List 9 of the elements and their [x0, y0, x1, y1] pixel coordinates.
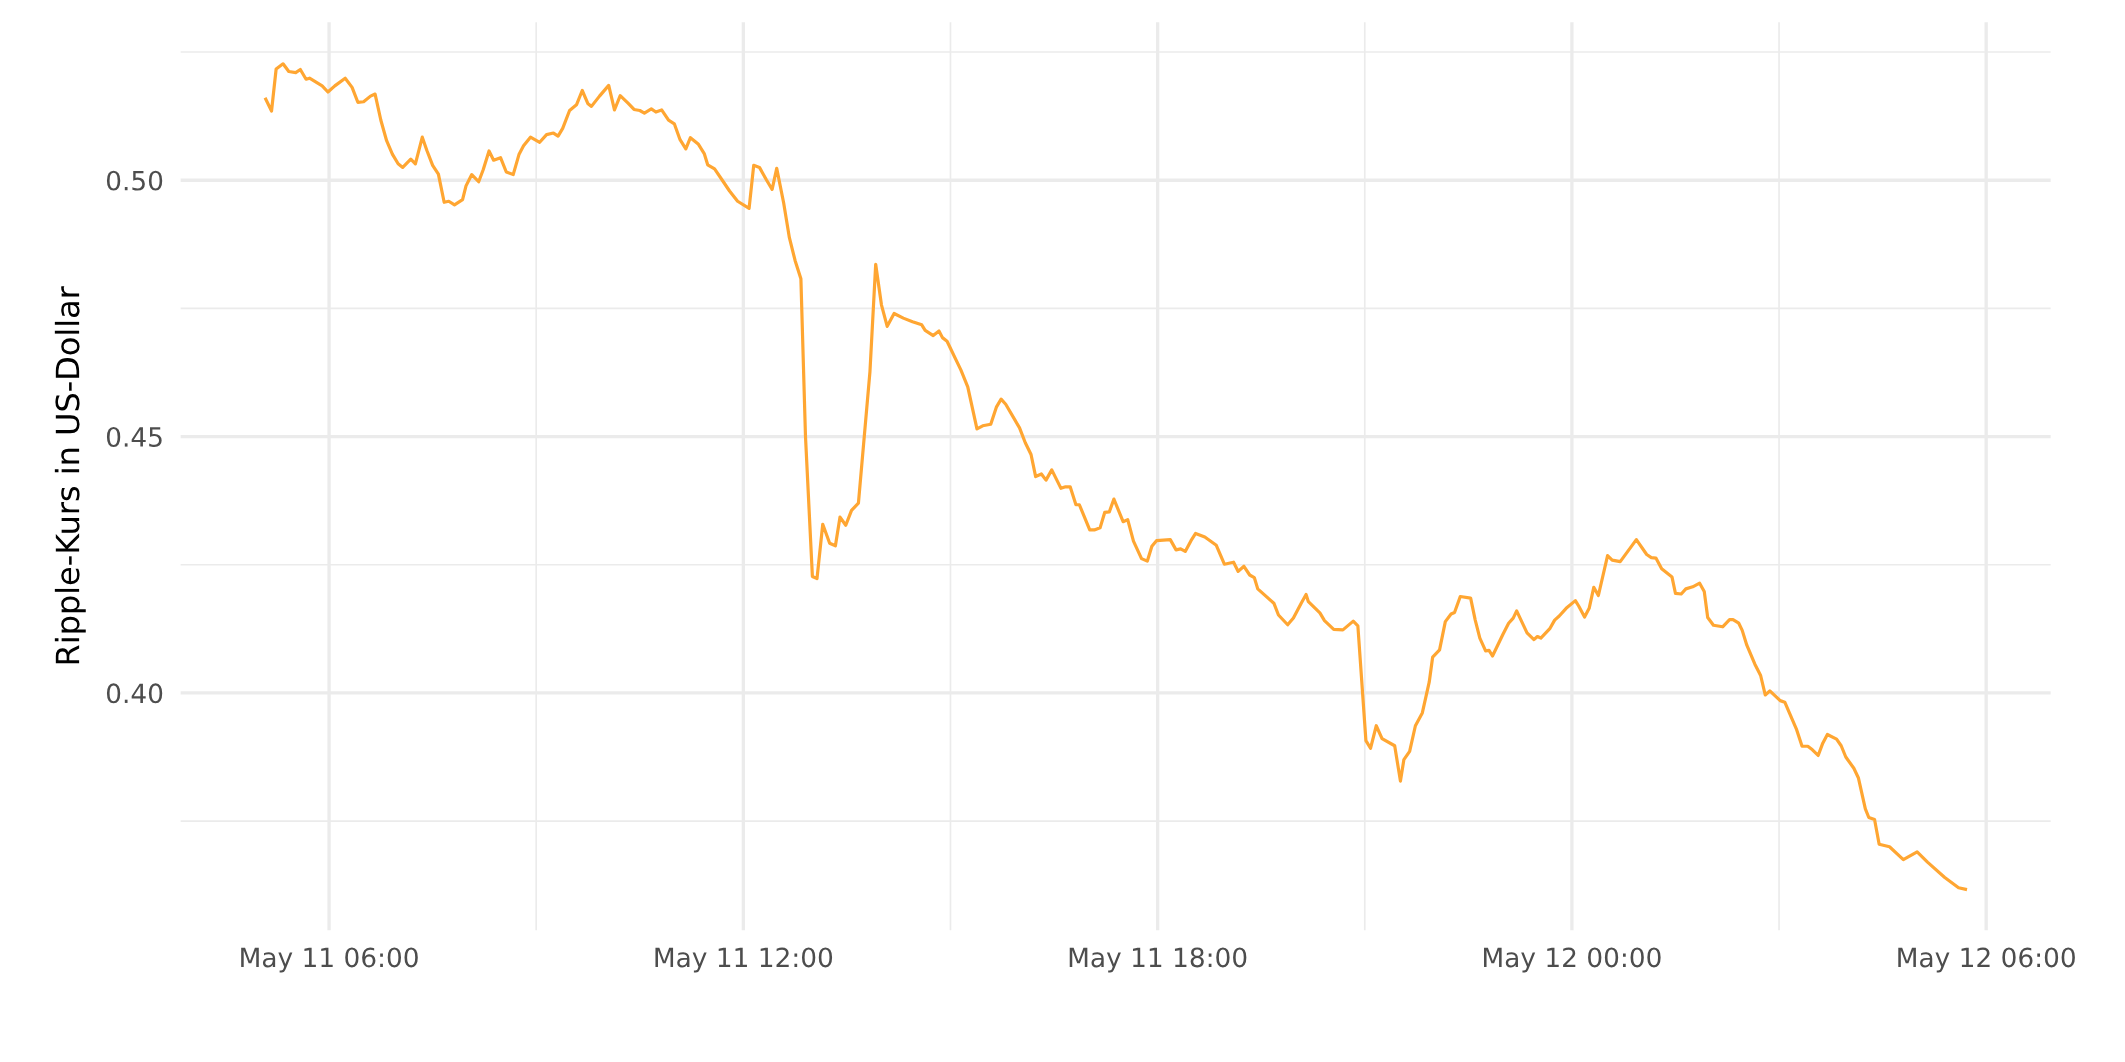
y-tick-label: 0.45 — [106, 427, 162, 447]
y-tick-label: 0.50 — [106, 170, 163, 191]
y-axis-title: Ripple-Kurs in US-Dollar — [54, 286, 86, 664]
x-tick-label: May 11 12:00 — [655, 947, 833, 973]
x-tick-label: May 12 00:00 — [1484, 947, 1661, 973]
x-tick-label: May 12 06:00 — [1898, 947, 2075, 973]
x-tick-label: May 11 18:00 — [1069, 947, 1247, 973]
y-tick-label: 0.40 — [106, 683, 163, 704]
x-tick-label: May 11 06:00 — [241, 947, 418, 973]
